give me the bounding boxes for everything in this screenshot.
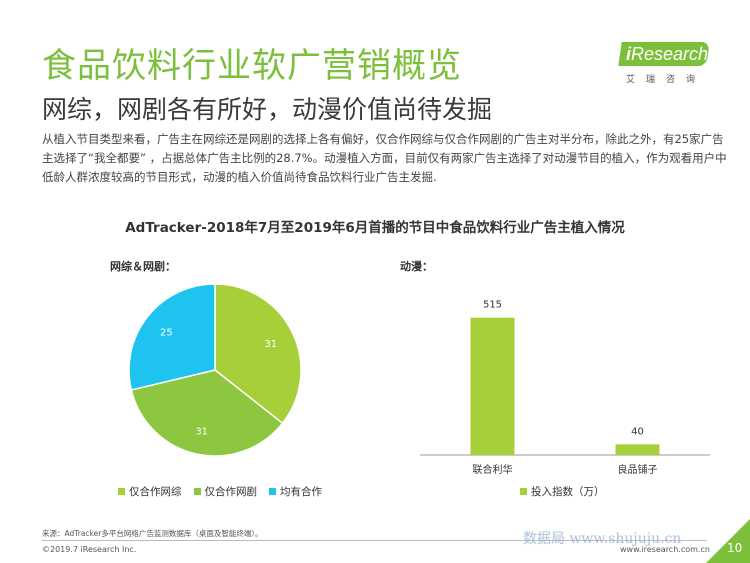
pie-data-label: 31 xyxy=(195,426,208,437)
pie-slice xyxy=(130,369,284,457)
pie-data-label: 25 xyxy=(160,328,173,339)
bar-data-label: 515 xyxy=(483,300,502,311)
website-link[interactable]: www.iresearch.com.cn xyxy=(620,545,710,554)
pie-data-label: 31 xyxy=(264,339,277,350)
corner-decoration xyxy=(706,519,750,563)
copyright: ©2019.7 iResearch Inc. xyxy=(42,545,137,554)
bar xyxy=(615,444,660,455)
pie-slice xyxy=(128,283,216,391)
legend-swatch xyxy=(193,488,201,495)
legend-label: 仅合作网综 xyxy=(129,486,182,498)
watermark: 数据局 www.shujuju.cn xyxy=(523,531,682,547)
legend-swatch xyxy=(269,488,276,495)
bar-legend: 投入指数（万） xyxy=(520,484,605,499)
source-note: 来源：AdTracker多平台网络广告监测数据库（桌面及智能终端）。 xyxy=(42,529,263,538)
category-tick-label: 联合利华 xyxy=(473,463,513,476)
logo-wordmark: iResearch xyxy=(626,44,709,64)
page-title: 食品饮料行业软广营销概览 xyxy=(42,46,462,86)
description-paragraph: 从植入节目类型来看，广告主在网综还是网剧的选择上各有偏好，仅合作网综与仅合作网剧… xyxy=(42,132,727,184)
pie-section-label: 网综＆网剧： xyxy=(110,260,176,273)
legend-item: 仅合作网剧 xyxy=(193,484,258,499)
chart-title: AdTracker-2018年7月至2019年6月首播的节目中食品饮料行业广告主… xyxy=(125,220,625,236)
legend-swatch xyxy=(118,488,125,495)
page-subtitle: 网综，网剧各有所好，动漫价值尚待发掘 xyxy=(42,95,493,124)
footer-divider xyxy=(42,540,707,541)
legend-swatch xyxy=(520,488,527,495)
bar-chart: 515 联合利华 40 良品铺子 xyxy=(420,300,710,476)
legend-label: 均有合作 xyxy=(280,486,322,498)
legend-label: 投入指数（万） xyxy=(531,486,605,498)
legend-item: 均有合作 xyxy=(269,484,322,499)
category-tick-label: 良品铺子 xyxy=(618,463,658,476)
pie-chart: 31 31 25 xyxy=(128,283,302,457)
pie-slice xyxy=(214,283,302,425)
legend-item: 投入指数（万） xyxy=(520,484,605,499)
legend-item: 仅合作网综 xyxy=(118,484,182,499)
bar-data-label: 40 xyxy=(631,426,644,437)
bar xyxy=(470,317,515,455)
page-number: 10 xyxy=(727,541,743,555)
pie-legend: 仅合作网综 仅合作网剧 均有合作 xyxy=(118,484,322,499)
bar-section-label: 动漫： xyxy=(400,260,433,273)
iresearch-logo: iResearch 艾瑞咨询 xyxy=(612,36,712,88)
logo-subtitle: 艾瑞咨询 xyxy=(626,75,707,85)
legend-label: 仅合作网剧 xyxy=(204,486,258,498)
